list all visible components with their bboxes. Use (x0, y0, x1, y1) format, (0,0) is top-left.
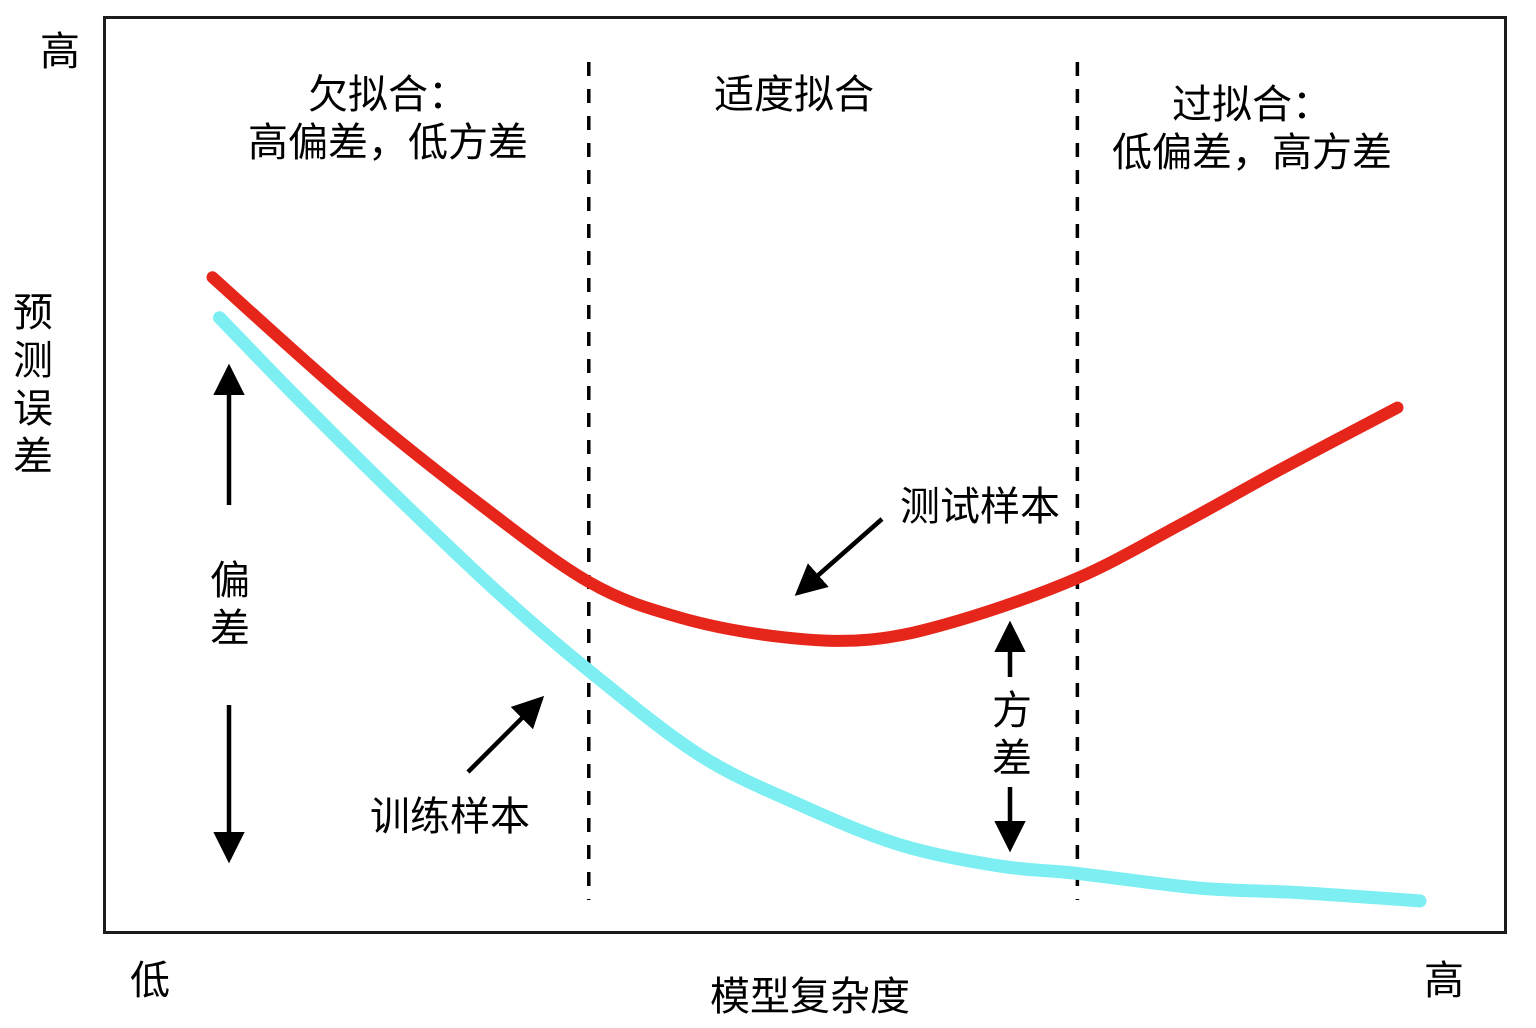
region-underfitting-label: 欠拟合： 高偏差，低方差 (248, 71, 528, 167)
x-axis-high-label: 高 (1424, 958, 1464, 1004)
y-axis-high-label: 高 (40, 29, 80, 75)
test-sample-label: 测试样本 (900, 484, 1060, 530)
variance-annotation-label: 方差 (992, 688, 1032, 782)
training-sample-pointer-arrow (466, 695, 545, 774)
bias-annotation-label: 偏差 (210, 558, 250, 652)
region-underfitting-subtitle: 高偏差，低方差 (248, 120, 528, 166)
y-axis-title: 预测误差 (13, 290, 53, 480)
test-sample-pointer-arrow (794, 517, 884, 596)
region-overfitting-label: 过拟合： 低偏差，高方差 (1112, 81, 1392, 177)
test-error-curve (206, 271, 1404, 647)
region-goodfit-label: 适度拟合 (714, 71, 874, 119)
x-axis-low-label: 低 (130, 958, 170, 1004)
region-overfitting-subtitle: 低偏差，高方差 (1112, 130, 1392, 176)
training-error-curve (213, 311, 1427, 908)
region-goodfit-title: 适度拟合 (714, 72, 874, 118)
training-sample-label: 训练样本 (370, 794, 530, 840)
region-overfitting-title: 过拟合： (1172, 82, 1332, 128)
plot-canvas (206, 62, 1427, 908)
region-underfitting-title: 欠拟合： (308, 72, 468, 118)
x-axis-title: 模型复杂度 (710, 974, 910, 1020)
